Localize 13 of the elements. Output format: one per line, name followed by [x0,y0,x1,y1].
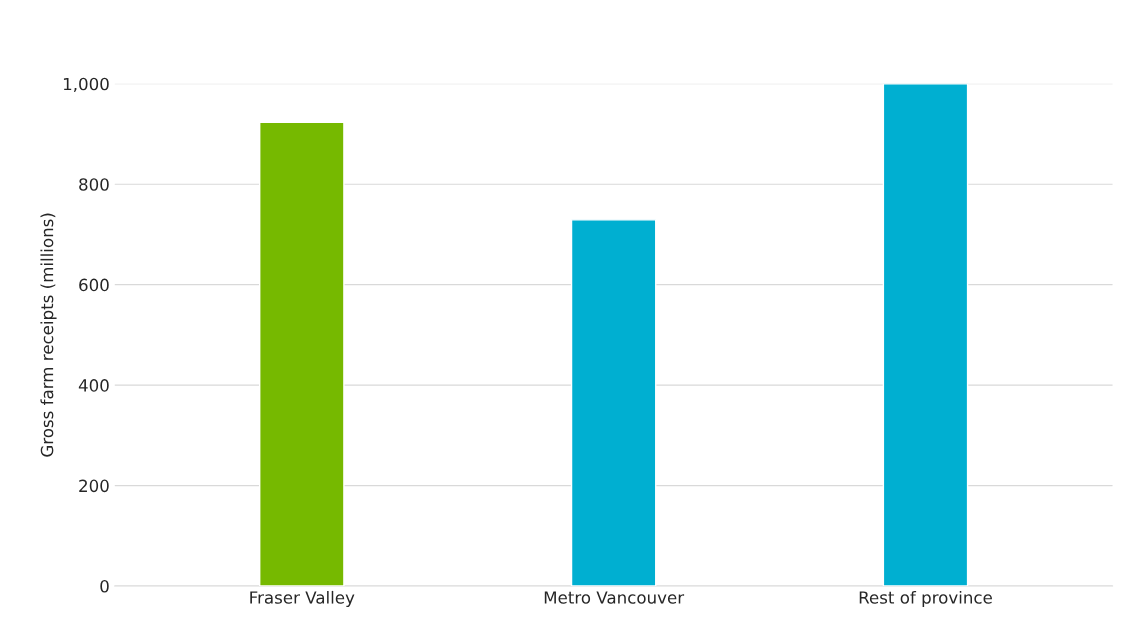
y-tick-label: 400 [78,379,109,392]
y-axis-title: Gross farm receipts (millions) [40,213,57,457]
x-tick-label: Rest of province [859,590,992,608]
bar [259,121,345,587]
y-tick-label: 1,000 [63,77,109,92]
x-tick-label: Metro Vancouver [544,591,685,604]
bar [570,219,657,587]
y-tick-label: 600 [79,278,109,292]
y-tick-label: 0 [100,580,109,593]
bar [882,83,969,587]
y-tick-label: 200 [79,479,109,493]
y-tick-label: 800 [79,178,109,191]
x-tick-label: Fraser Valley [250,590,355,608]
